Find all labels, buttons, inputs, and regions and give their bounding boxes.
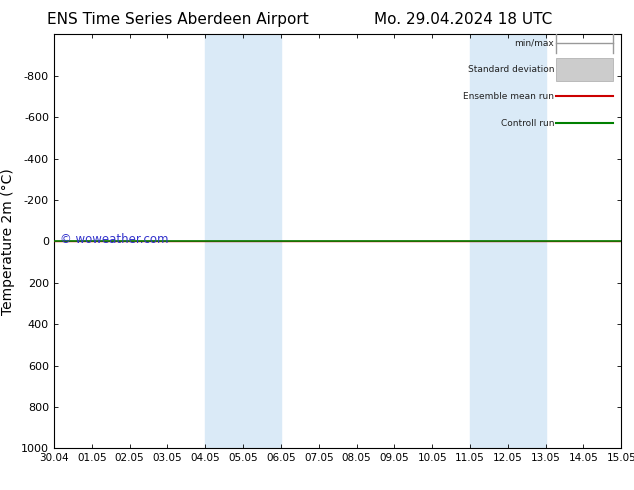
FancyBboxPatch shape xyxy=(556,58,613,81)
Text: © woweather.com: © woweather.com xyxy=(60,233,168,246)
Text: Controll run: Controll run xyxy=(501,119,554,128)
Text: Mo. 29.04.2024 18 UTC: Mo. 29.04.2024 18 UTC xyxy=(373,12,552,27)
Bar xyxy=(470,34,546,448)
Text: min/max: min/max xyxy=(515,38,554,47)
Text: ENS Time Series Aberdeen Airport: ENS Time Series Aberdeen Airport xyxy=(47,12,308,27)
Text: Ensemble mean run: Ensemble mean run xyxy=(463,92,554,101)
Text: Standard deviation: Standard deviation xyxy=(468,65,554,74)
Y-axis label: Temperature 2m (°C): Temperature 2m (°C) xyxy=(1,168,15,315)
Bar xyxy=(205,34,281,448)
